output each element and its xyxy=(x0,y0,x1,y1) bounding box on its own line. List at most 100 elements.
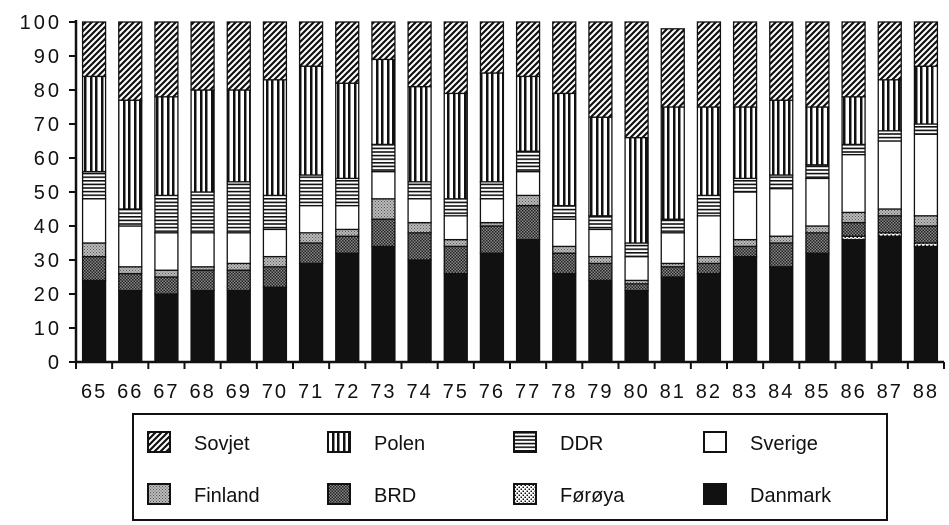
legend-label-foroya: Førøya xyxy=(560,485,625,507)
x-tick-label: 81 xyxy=(660,381,686,403)
x-tick-label: 78 xyxy=(551,381,577,403)
bar-segment-danmark-77 xyxy=(515,238,541,363)
bar-segment-polen-86 xyxy=(841,96,866,146)
bar-segment-finland-65 xyxy=(81,242,107,258)
legend-swatch-sovjet xyxy=(147,431,171,453)
bar-segment-finland-69 xyxy=(226,262,251,271)
bar-segment-brd-68 xyxy=(190,269,215,292)
bar-segment-ddr-81 xyxy=(660,218,685,234)
y-tick-label: 20 xyxy=(34,284,62,306)
bar-segment-sovjet-68 xyxy=(190,21,215,91)
bar-segment-sverige-79 xyxy=(588,228,613,258)
bar-segment-danmark-84 xyxy=(769,266,794,363)
bar-segment-brd-84 xyxy=(769,242,794,268)
bar-segment-sverige-88 xyxy=(913,133,939,217)
bar-segment-polen-69 xyxy=(226,89,251,183)
legend-label-sovjet: Sovjet xyxy=(194,433,250,455)
bars-area xyxy=(81,21,939,363)
x-axis-tick-labels: 65 66 67 68 69 70 71 72 73 74 75 76 77 78 79 80 81 82 83 84… xyxy=(81,381,937,403)
bar-segment-sovjet-72 xyxy=(335,21,360,84)
bar-segment-danmark-76 xyxy=(479,252,505,363)
x-tick-label: 79 xyxy=(587,381,613,403)
x-tick-label: 68 xyxy=(189,381,215,403)
bar-segment-brd-74 xyxy=(407,232,432,261)
bar-segment-sovjet-77 xyxy=(515,21,541,78)
bar-segment-ddr-70 xyxy=(262,194,288,231)
bar-segment-polen-67 xyxy=(154,96,179,197)
bar-segment-sovjet-66 xyxy=(118,21,143,101)
y-tick-label: 80 xyxy=(34,80,62,102)
bar-segment-ddr-80 xyxy=(624,242,649,258)
bar-segment-danmark-75 xyxy=(443,272,468,363)
bar-segment-ddr-84 xyxy=(769,174,794,190)
legend-label-polen: Polen xyxy=(374,433,425,455)
bar-segment-brd-72 xyxy=(335,235,360,254)
bar-segment-finland-83 xyxy=(732,238,758,248)
x-tick-label: 71 xyxy=(298,381,324,403)
x-tick-label: 84 xyxy=(768,381,794,403)
bar-segment-sverige-72 xyxy=(335,204,360,231)
x-tick-label: 80 xyxy=(623,381,649,403)
y-tick-label: 40 xyxy=(34,216,62,238)
y-tick-label: 100 xyxy=(20,12,62,34)
bar-segment-finland-87 xyxy=(877,208,902,217)
legend-label-sverige: Sverige xyxy=(750,433,818,455)
bar-segment-ddr-72 xyxy=(335,177,360,207)
bar-segment-polen-65 xyxy=(81,75,107,173)
bar-segment-sovjet-67 xyxy=(154,21,179,98)
x-tick-label: 73 xyxy=(370,381,396,403)
bar-segment-brd-86 xyxy=(841,221,866,237)
bar-segment-danmark-83 xyxy=(732,255,758,363)
bar-segment-finland-84 xyxy=(769,235,794,244)
y-tick-label: 60 xyxy=(34,148,62,170)
bar-segment-sverige-82 xyxy=(696,215,722,258)
bar-segment-brd-83 xyxy=(732,245,758,258)
legend-swatch-sverige xyxy=(703,431,727,453)
bar-segment-sovjet-82 xyxy=(696,21,722,108)
bar-segment-finland-70 xyxy=(262,255,288,268)
bar-segment-ddr-75 xyxy=(443,198,468,217)
bar-segment-finland-75 xyxy=(443,238,468,248)
bar-segment-polen-66 xyxy=(118,99,143,210)
x-tick-label: 85 xyxy=(804,381,830,403)
legend-swatch-ddr xyxy=(513,431,537,453)
bar-segment-sovjet-69 xyxy=(226,21,251,91)
bar-segment-sovjet-76 xyxy=(479,21,505,74)
bar-segment-polen-68 xyxy=(190,89,215,193)
x-tick-label: 70 xyxy=(262,381,288,403)
bar-segment-sverige-69 xyxy=(226,232,251,265)
bar-segment-sovjet-85 xyxy=(805,21,830,108)
x-tick-label: 75 xyxy=(443,381,469,403)
bar-segment-danmark-78 xyxy=(552,272,577,363)
x-tick-label: 86 xyxy=(840,381,866,403)
bar-segment-polen-74 xyxy=(407,85,432,183)
bar-segment-polen-83 xyxy=(732,106,758,180)
bar-segment-brd-82 xyxy=(696,262,722,275)
bar-segment-brd-85 xyxy=(805,232,830,254)
bar-segment-sovjet-81 xyxy=(660,28,685,108)
bar-segment-brd-76 xyxy=(479,225,505,254)
bar-segment-finland-77 xyxy=(515,194,541,207)
bar-segment-ddr-82 xyxy=(696,194,722,217)
bar-segment-sverige-68 xyxy=(190,232,215,268)
bar-segment-danmark-79 xyxy=(588,279,613,363)
y-tick-label: 30 xyxy=(34,250,62,272)
bar-segment-brd-78 xyxy=(552,252,577,275)
bar-segment-danmark-73 xyxy=(371,245,396,363)
x-tick-label: 83 xyxy=(732,381,758,403)
bar-segment-polen-80 xyxy=(624,136,649,244)
bar-segment-brd-79 xyxy=(588,262,613,282)
bar-segment-sverige-76 xyxy=(479,198,505,224)
bar-segment-ddr-66 xyxy=(118,208,143,227)
bar-segment-polen-82 xyxy=(696,106,722,197)
bar-segment-finland-88 xyxy=(913,215,939,227)
bar-segment-polen-78 xyxy=(552,92,577,207)
bar-segment-sverige-70 xyxy=(262,228,288,258)
bar-segment-sovjet-87 xyxy=(877,21,902,81)
bar-segment-sovjet-86 xyxy=(841,21,866,98)
bar-segment-danmark-85 xyxy=(805,252,830,363)
bar-segment-finland-72 xyxy=(335,228,360,237)
legend-label-ddr: DDR xyxy=(560,433,603,455)
bar-segment-finland-74 xyxy=(407,221,432,234)
legend-box xyxy=(132,413,888,521)
